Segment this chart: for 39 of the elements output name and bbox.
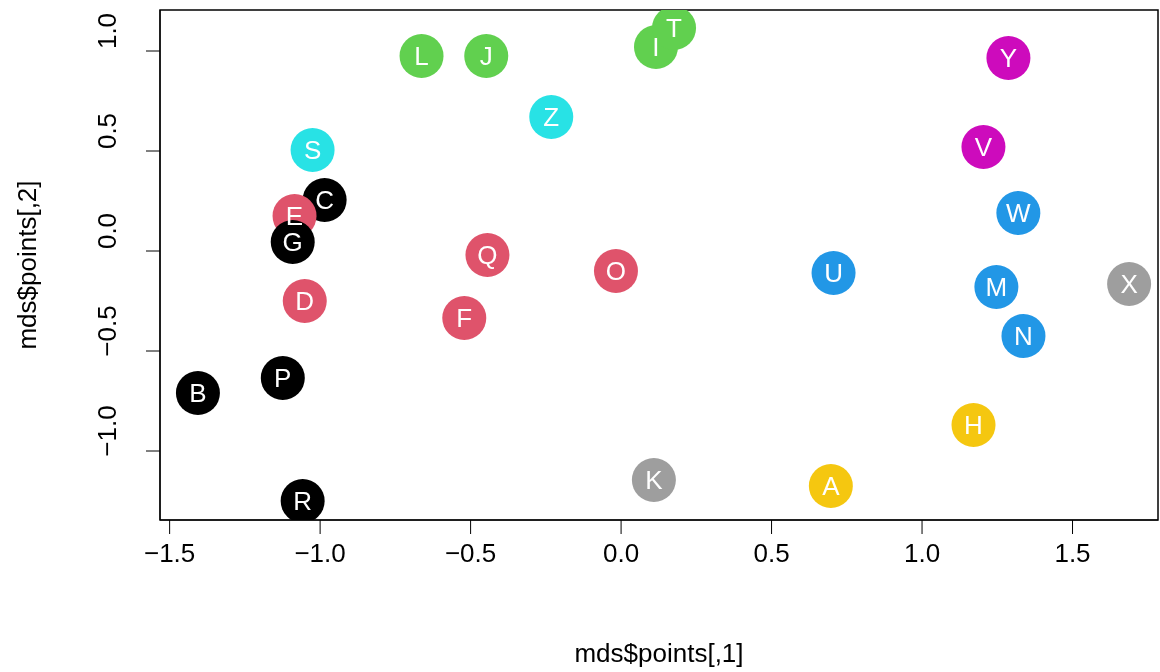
y-tick-label: −1.0	[92, 405, 122, 457]
data-label: H	[964, 410, 983, 440]
y-axis-title: mds$points[,2]	[12, 180, 42, 350]
data-label: W	[1006, 198, 1032, 228]
data-label: K	[645, 465, 664, 495]
data-label: J	[479, 41, 493, 71]
x-tick-label: 0.0	[603, 538, 640, 569]
x-tick-label: 1.0	[903, 538, 941, 569]
data-label: N	[1014, 321, 1033, 351]
x-tick-label: 0.5	[753, 538, 790, 569]
data-label: R	[293, 486, 313, 516]
data-label: F	[456, 303, 473, 333]
x-tick-label: 1.5	[1054, 538, 1091, 569]
data-label: S	[303, 135, 322, 165]
x-tick-label: −0.5	[444, 538, 497, 569]
data-label: I	[652, 32, 660, 62]
x-tick-label: −1.5	[143, 538, 196, 569]
data-label: T	[666, 13, 683, 43]
data-label: M	[985, 272, 1008, 302]
y-tick-label: 0.0	[92, 212, 122, 250]
data-label: C	[315, 185, 335, 215]
data-label: L	[414, 41, 429, 71]
data-label: Y	[999, 43, 1018, 73]
data-label: A	[822, 471, 841, 501]
data-label: Q	[477, 240, 498, 270]
data-label: G	[282, 227, 303, 257]
data-label: D	[295, 286, 315, 316]
data-label: O	[605, 256, 627, 286]
x-tick-label: −1.0	[294, 538, 346, 569]
y-tick-label: −0.5	[92, 305, 122, 357]
y-tick-label: 1.0	[92, 12, 122, 50]
data-label: U	[824, 258, 843, 288]
data-label: X	[1120, 269, 1138, 299]
x-axis-title: mds$points[,1]	[574, 638, 744, 668]
data-label: V	[974, 132, 993, 162]
data-label: B	[189, 378, 207, 408]
data-label: P	[274, 363, 292, 393]
y-tick-label: 0.5	[92, 112, 122, 150]
data-label: Z	[543, 102, 560, 132]
